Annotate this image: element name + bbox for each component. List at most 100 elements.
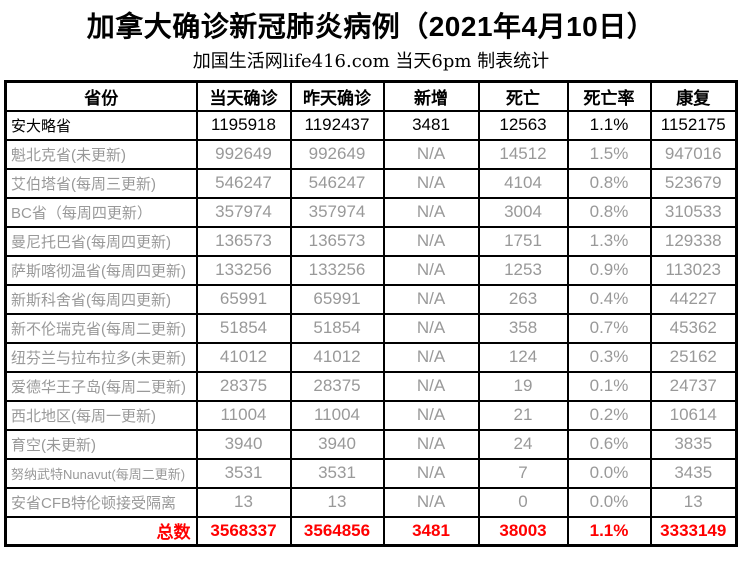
column-header-new-cases: 新增 bbox=[382, 80, 480, 112]
covid-cases-table: 省份 当天确诊 昨天确诊 新增 死亡 死亡率 康复 安大略省 1195918 1192437 34… bbox=[4, 80, 738, 547]
cell-new-cases: 3481 bbox=[382, 109, 480, 141]
cell-province: 萨斯喀彻温省(每周四更新) bbox=[4, 254, 198, 286]
cell-province: 爱德华王子岛(每周二更新) bbox=[4, 370, 198, 402]
table-row: 新斯科舍省(每周四更新) 65991 65991 N/A 263 0.4% 44227 bbox=[4, 283, 738, 315]
total-row: 总数 3568337 3564856 3481 38003 1.1% 3333149 bbox=[4, 515, 738, 547]
cell-province: 西北地区(每周一更新) bbox=[4, 399, 198, 431]
cell-province: 安大略省 bbox=[4, 109, 198, 141]
cell-today-confirmed: 41012 bbox=[195, 341, 292, 373]
cell-new-cases: N/A bbox=[382, 312, 480, 344]
cell-province: 总数 bbox=[4, 515, 198, 547]
cell-death-rate: 0.8% bbox=[566, 167, 652, 199]
cell-yesterday-confirmed: 11004 bbox=[289, 399, 385, 431]
cell-recovered: 129338 bbox=[649, 225, 738, 257]
cell-death-rate: 1.1% bbox=[566, 109, 652, 141]
cell-yesterday-confirmed: 1192437 bbox=[289, 109, 385, 141]
cell-today-confirmed: 133256 bbox=[195, 254, 292, 286]
table-row: 安大略省 1195918 1192437 3481 12563 1.1% 1152175 bbox=[4, 109, 738, 141]
cell-deaths: 4104 bbox=[477, 167, 569, 199]
cell-new-cases: N/A bbox=[382, 225, 480, 257]
cell-today-confirmed: 3531 bbox=[195, 457, 292, 489]
cell-yesterday-confirmed: 65991 bbox=[289, 283, 385, 315]
table-row: BC省（每周四更新） 357974 357974 N/A 3004 0.8% 310533 bbox=[4, 196, 738, 228]
cell-deaths: 12563 bbox=[477, 109, 569, 141]
cell-yesterday-confirmed: 41012 bbox=[289, 341, 385, 373]
cell-yesterday-confirmed: 3564856 bbox=[289, 515, 385, 547]
cell-recovered: 310533 bbox=[649, 196, 738, 228]
cell-recovered: 44227 bbox=[649, 283, 738, 315]
cell-deaths: 24 bbox=[477, 428, 569, 460]
cell-recovered: 25162 bbox=[649, 341, 738, 373]
cell-recovered: 947016 bbox=[649, 138, 738, 170]
column-header-yesterday-confirmed: 昨天确诊 bbox=[289, 80, 385, 112]
cell-death-rate: 1.3% bbox=[566, 225, 652, 257]
cell-new-cases: N/A bbox=[382, 399, 480, 431]
cell-today-confirmed: 65991 bbox=[195, 283, 292, 315]
cell-yesterday-confirmed: 133256 bbox=[289, 254, 385, 286]
cell-new-cases: N/A bbox=[382, 283, 480, 315]
cell-today-confirmed: 28375 bbox=[195, 370, 292, 402]
cell-new-cases: N/A bbox=[382, 138, 480, 170]
cell-province: 安省CFB特伦顿接受隔离 bbox=[4, 486, 198, 518]
cell-death-rate: 0.7% bbox=[566, 312, 652, 344]
column-header-province: 省份 bbox=[4, 80, 198, 112]
cell-deaths: 19 bbox=[477, 370, 569, 402]
cell-yesterday-confirmed: 357974 bbox=[289, 196, 385, 228]
cell-death-rate: 0.8% bbox=[566, 196, 652, 228]
cell-province: 魁北克省(未更新) bbox=[4, 138, 198, 170]
table-row: 爱德华王子岛(每周二更新) 28375 28375 N/A 19 0.1% 24737 bbox=[4, 370, 738, 402]
cell-deaths: 1253 bbox=[477, 254, 569, 286]
cell-today-confirmed: 136573 bbox=[195, 225, 292, 257]
cell-today-confirmed: 3568337 bbox=[195, 515, 292, 547]
table-row: 西北地区(每周一更新) 11004 11004 N/A 21 0.2% 10614 bbox=[4, 399, 738, 431]
cell-province: 新不伦瑞克省(每周二更新) bbox=[4, 312, 198, 344]
table-row: 安省CFB特伦顿接受隔离 13 13 N/A 0 0.0% 13 bbox=[4, 486, 738, 518]
cell-today-confirmed: 51854 bbox=[195, 312, 292, 344]
column-header-today-confirmed: 当天确诊 bbox=[195, 80, 292, 112]
cell-death-rate: 0.1% bbox=[566, 370, 652, 402]
cell-yesterday-confirmed: 28375 bbox=[289, 370, 385, 402]
cell-death-rate: 0.0% bbox=[566, 457, 652, 489]
cell-deaths: 7 bbox=[477, 457, 569, 489]
cell-death-rate: 0.4% bbox=[566, 283, 652, 315]
cell-death-rate: 0.9% bbox=[566, 254, 652, 286]
cell-province: 努纳武特Nunavut(每周二更新) bbox=[4, 457, 198, 489]
page-title: 加拿大确诊新冠肺炎病例（2021年4月10日） bbox=[86, 11, 656, 42]
cell-yesterday-confirmed: 992649 bbox=[289, 138, 385, 170]
cell-recovered: 3435 bbox=[649, 457, 738, 489]
cell-new-cases: N/A bbox=[382, 428, 480, 460]
cell-death-rate: 0.3% bbox=[566, 341, 652, 373]
column-header-deaths: 死亡 bbox=[477, 80, 569, 112]
cell-yesterday-confirmed: 136573 bbox=[289, 225, 385, 257]
cell-death-rate: 1.1% bbox=[566, 515, 652, 547]
cell-yesterday-confirmed: 3531 bbox=[289, 457, 385, 489]
cell-recovered: 113023 bbox=[649, 254, 738, 286]
cell-yesterday-confirmed: 51854 bbox=[289, 312, 385, 344]
table-row: 曼尼托巴省(每周四更新) 136573 136573 N/A 1751 1.3% 12933… bbox=[4, 225, 738, 257]
cell-recovered: 24737 bbox=[649, 370, 738, 402]
cell-new-cases: N/A bbox=[382, 167, 480, 199]
table-row: 纽芬兰与拉布拉多(未更新) 41012 41012 N/A 124 0.3% 25162 bbox=[4, 341, 738, 373]
table-row: 新不伦瑞克省(每周二更新) 51854 51854 N/A 358 0.7% 45362 bbox=[4, 312, 738, 344]
cell-today-confirmed: 1195918 bbox=[195, 109, 292, 141]
table-row: 魁北克省(未更新) 992649 992649 N/A 14512 1.5% 947016 bbox=[4, 138, 738, 170]
table-row: 艾伯塔省(每周三更新) 546247 546247 N/A 4104 0.8% 523679 bbox=[4, 167, 738, 199]
cell-deaths: 21 bbox=[477, 399, 569, 431]
cell-new-cases: N/A bbox=[382, 254, 480, 286]
cell-yesterday-confirmed: 13 bbox=[289, 486, 385, 518]
cell-death-rate: 1.5% bbox=[566, 138, 652, 170]
cell-death-rate: 0.6% bbox=[566, 428, 652, 460]
cell-new-cases: N/A bbox=[382, 370, 480, 402]
cell-today-confirmed: 3940 bbox=[195, 428, 292, 460]
cell-recovered: 3333149 bbox=[649, 515, 738, 547]
cell-recovered: 13 bbox=[649, 486, 738, 518]
column-header-recovered: 康复 bbox=[649, 80, 738, 112]
cell-today-confirmed: 992649 bbox=[195, 138, 292, 170]
cell-deaths: 14512 bbox=[477, 138, 569, 170]
cell-deaths: 0 bbox=[477, 486, 569, 518]
cell-recovered: 45362 bbox=[649, 312, 738, 344]
cell-deaths: 124 bbox=[477, 341, 569, 373]
cell-province: 艾伯塔省(每周三更新) bbox=[4, 167, 198, 199]
cell-recovered: 523679 bbox=[649, 167, 738, 199]
